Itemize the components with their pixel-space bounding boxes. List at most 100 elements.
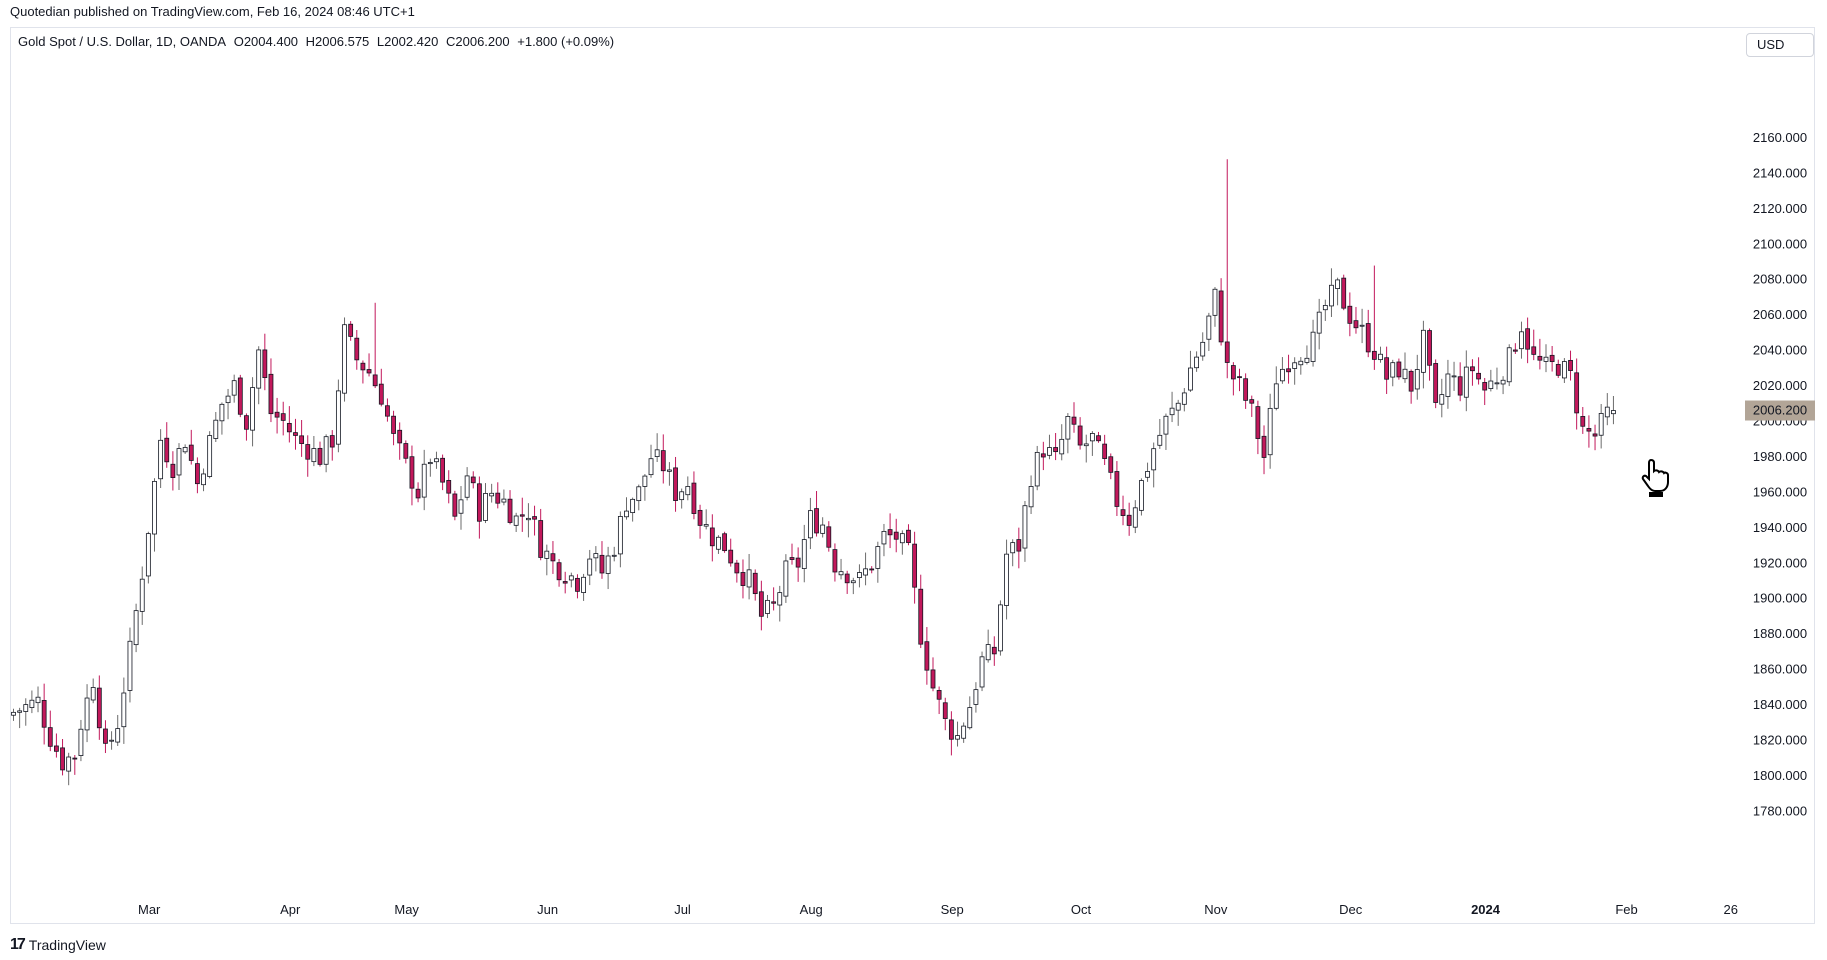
- candle-body[interactable]: [568, 575, 574, 581]
- candle-body[interactable]: [342, 324, 347, 394]
- candle-body[interactable]: [869, 568, 875, 571]
- candle-body[interactable]: [808, 510, 813, 539]
- candle-body[interactable]: [90, 687, 96, 701]
- candle-body[interactable]: [225, 395, 231, 404]
- candle-body[interactable]: [194, 463, 200, 485]
- candle-body[interactable]: [544, 550, 550, 559]
- candle-body[interactable]: [458, 499, 464, 514]
- candle-body[interactable]: [446, 479, 452, 494]
- candle-body[interactable]: [1482, 382, 1488, 391]
- candle-body[interactable]: [660, 450, 666, 472]
- candle-body[interactable]: [262, 349, 268, 379]
- candle-body[interactable]: [734, 562, 740, 574]
- candle-body[interactable]: [323, 436, 329, 465]
- candle-body[interactable]: [1230, 365, 1236, 380]
- candle-body[interactable]: [942, 702, 948, 719]
- candle-body[interactable]: [918, 588, 924, 645]
- candle-body[interactable]: [826, 526, 832, 548]
- candle-body[interactable]: [1341, 277, 1347, 309]
- candle-body[interactable]: [1531, 346, 1537, 355]
- candle-body[interactable]: [115, 728, 121, 743]
- candle-body[interactable]: [378, 383, 384, 405]
- candle-body[interactable]: [41, 699, 47, 728]
- candle-body[interactable]: [1316, 311, 1322, 334]
- candle-body[interactable]: [526, 517, 531, 521]
- candle-body[interactable]: [617, 516, 623, 555]
- candle-body[interactable]: [654, 449, 660, 457]
- candle-body[interactable]: [1016, 539, 1022, 552]
- candle-body[interactable]: [801, 539, 807, 569]
- candle-body[interactable]: [924, 641, 930, 671]
- candle-body[interactable]: [1335, 279, 1340, 289]
- candle-body[interactable]: [673, 467, 678, 501]
- candle-body[interactable]: [1163, 415, 1169, 435]
- candle-body[interactable]: [72, 757, 78, 760]
- candle-body[interactable]: [697, 509, 703, 526]
- candle-body[interactable]: [84, 697, 90, 731]
- candle-body[interactable]: [758, 591, 764, 617]
- candle-body[interactable]: [1028, 486, 1034, 508]
- candle-body[interactable]: [1280, 368, 1285, 382]
- candle-body[interactable]: [1169, 407, 1175, 416]
- candle-body[interactable]: [1543, 356, 1549, 362]
- candle-body[interactable]: [121, 692, 127, 728]
- candle-body[interactable]: [237, 377, 243, 415]
- candle-body[interactable]: [906, 529, 911, 543]
- candle-body[interactable]: [1500, 379, 1506, 385]
- candle-body[interactable]: [1077, 425, 1083, 446]
- candle-body[interactable]: [1433, 363, 1439, 403]
- candle-body[interactable]: [1053, 447, 1058, 453]
- candle-body[interactable]: [899, 533, 905, 544]
- candle-body[interactable]: [244, 415, 249, 430]
- candle-body[interactable]: [1463, 366, 1469, 398]
- candle-body[interactable]: [268, 373, 274, 415]
- candle-body[interactable]: [434, 458, 439, 463]
- candle-body[interactable]: [415, 488, 421, 499]
- candle-body[interactable]: [29, 699, 35, 708]
- candle-body[interactable]: [109, 739, 114, 742]
- candle-body[interactable]: [746, 569, 752, 588]
- candle-body[interactable]: [311, 448, 317, 463]
- candle-body[interactable]: [470, 476, 476, 484]
- candle-body[interactable]: [152, 480, 157, 535]
- candle-body[interactable]: [1145, 471, 1150, 478]
- candle-body[interactable]: [1114, 471, 1120, 507]
- candle-body[interactable]: [1175, 402, 1181, 411]
- candle-body[interactable]: [96, 687, 102, 729]
- candle-body[interactable]: [464, 475, 470, 498]
- candle-body[interactable]: [1476, 372, 1481, 380]
- candle-body[interactable]: [1267, 407, 1273, 456]
- candle-body[interactable]: [1414, 369, 1420, 390]
- candle-body[interactable]: [1071, 416, 1077, 425]
- footer-brand[interactable]: 17 TradingView: [10, 936, 106, 954]
- candle-body[interactable]: [23, 704, 29, 712]
- candle-body[interactable]: [679, 491, 685, 501]
- candle-body[interactable]: [274, 411, 280, 418]
- candle-body[interactable]: [1580, 416, 1586, 427]
- candle-body[interactable]: [752, 572, 758, 595]
- candle-body[interactable]: [599, 554, 605, 574]
- candle-body[interactable]: [501, 498, 507, 503]
- candle-body[interactable]: [936, 690, 942, 700]
- candle-body[interactable]: [1470, 366, 1475, 372]
- candle-body[interactable]: [1120, 509, 1126, 516]
- candle-body[interactable]: [973, 689, 979, 705]
- candle-body[interactable]: [1347, 305, 1353, 324]
- candle-body[interactable]: [581, 576, 586, 593]
- candle-body[interactable]: [1451, 375, 1457, 378]
- candle-body[interactable]: [691, 482, 697, 514]
- candle-body[interactable]: [440, 457, 446, 483]
- candle-body[interactable]: [765, 599, 770, 614]
- candle-body[interactable]: [1371, 350, 1377, 360]
- candle-body[interactable]: [1421, 329, 1426, 373]
- candle-body[interactable]: [452, 493, 458, 517]
- candle-body[interactable]: [1157, 434, 1163, 446]
- candle-body[interactable]: [948, 719, 954, 740]
- candle-body[interactable]: [1457, 376, 1463, 396]
- candle-body[interactable]: [1322, 305, 1328, 311]
- candle-body[interactable]: [1561, 361, 1567, 379]
- candle-body[interactable]: [1108, 456, 1114, 473]
- candle-body[interactable]: [985, 644, 991, 661]
- candle-body[interactable]: [280, 413, 286, 421]
- candle-body[interactable]: [1427, 330, 1432, 366]
